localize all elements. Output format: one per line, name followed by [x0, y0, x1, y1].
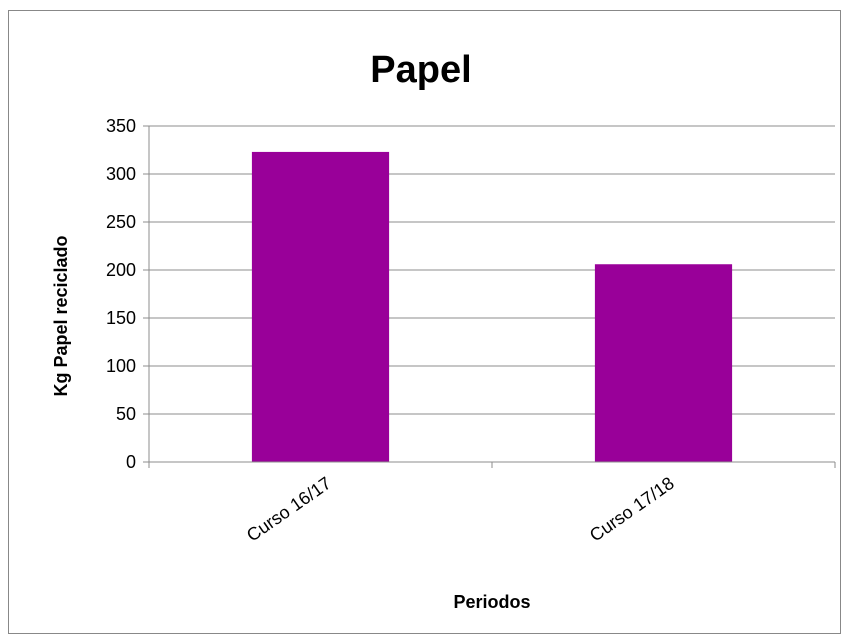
y-tick-label: 350 — [106, 116, 136, 136]
y-tick-label: 50 — [116, 404, 136, 424]
y-tick-label: 200 — [106, 260, 136, 280]
bars — [251, 151, 733, 463]
x-tick-label: Curso 17/18 — [586, 473, 678, 546]
axes — [148, 126, 836, 468]
bar — [594, 264, 733, 462]
bar — [251, 151, 390, 463]
x-axis-title: Periodos — [453, 592, 530, 612]
y-tick-labels: 0 50 100 150 200 250 300 350 — [106, 116, 136, 472]
x-tick-label: Curso 16/17 — [243, 473, 335, 546]
x-tick-labels: Curso 16/17 Curso 17/18 — [243, 473, 678, 546]
y-tick-label: 0 — [126, 452, 136, 472]
y-tick-label: 250 — [106, 212, 136, 232]
y-tick-label: 100 — [106, 356, 136, 376]
chart-title: Papel — [370, 49, 471, 91]
y-tick-label: 300 — [106, 164, 136, 184]
y-axis-title: Kg Papel reciclado — [51, 235, 71, 396]
y-tick-label: 150 — [106, 308, 136, 328]
